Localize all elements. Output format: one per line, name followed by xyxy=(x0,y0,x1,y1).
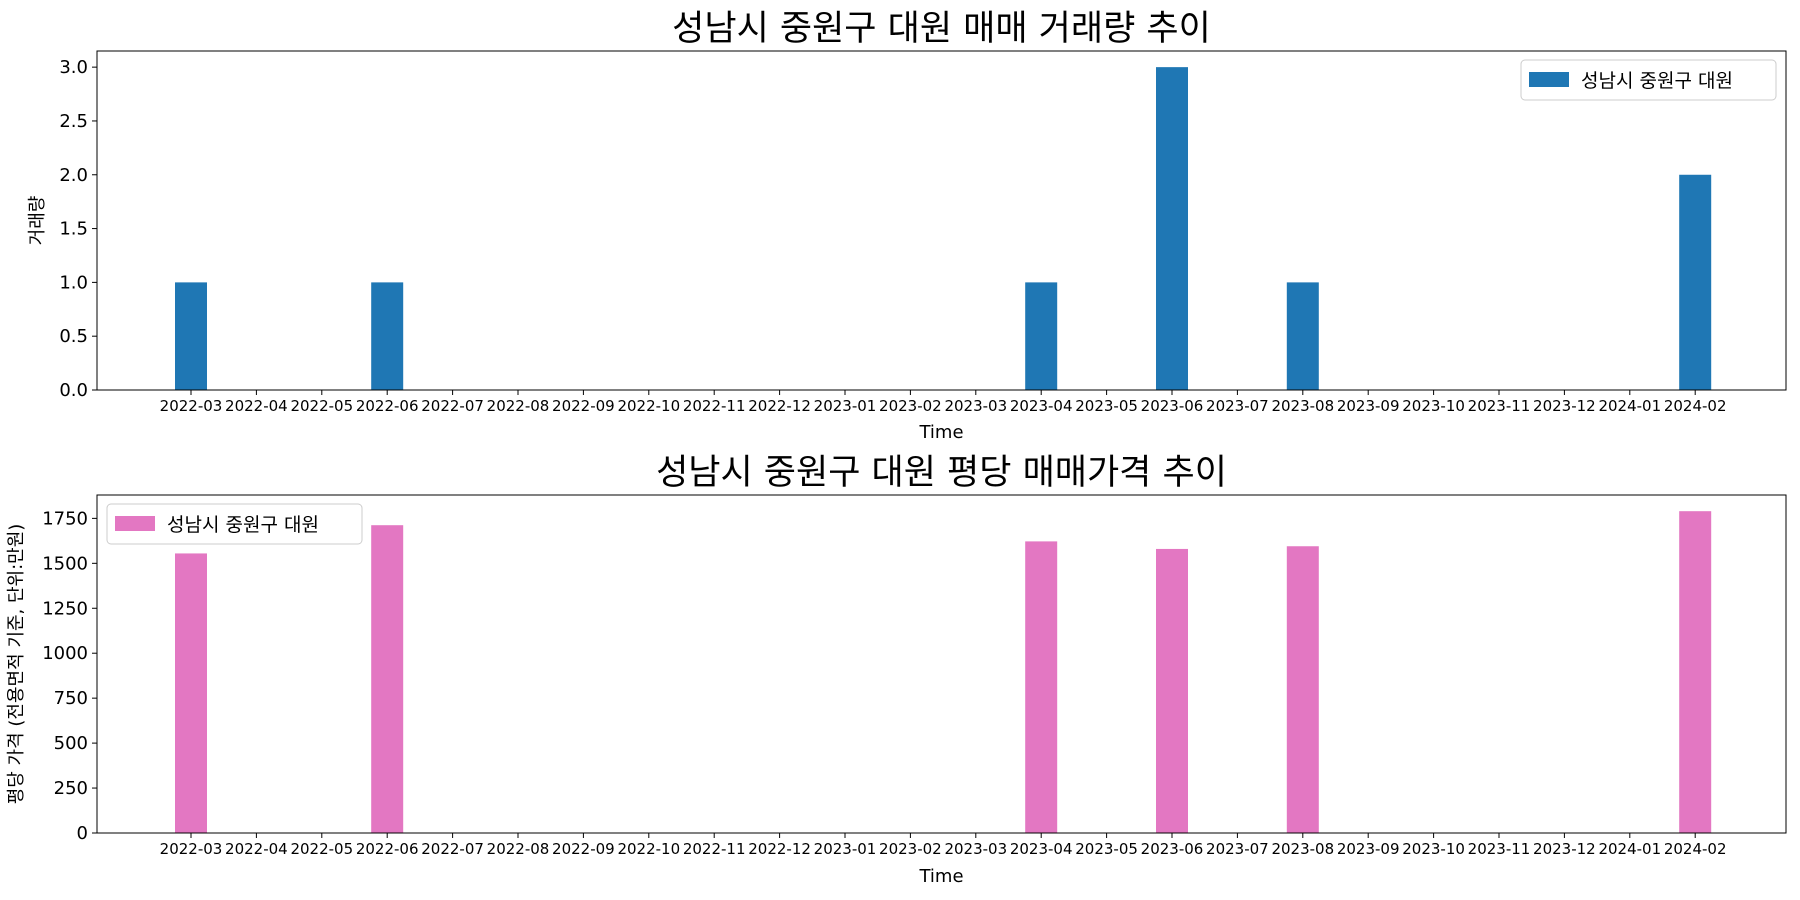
x-tick-label: 2023-07 xyxy=(1206,397,1269,415)
y-axis-label: 거래량 xyxy=(27,196,48,246)
bar-2023-08 xyxy=(1286,546,1319,833)
legend-swatch xyxy=(1529,72,1569,87)
x-tick-label: 2022-09 xyxy=(552,840,615,858)
x-tick-label: 2023-05 xyxy=(1075,840,1138,858)
y-tick-label: 1000 xyxy=(42,643,88,664)
x-tick-label: 2022-10 xyxy=(617,397,680,415)
bar-2023-04 xyxy=(1025,282,1058,390)
x-tick-label: 2024-02 xyxy=(1664,840,1727,858)
bar-2022-03 xyxy=(175,282,207,390)
x-tick-label: 2024-01 xyxy=(1598,840,1661,858)
x-tick-label: 2022-10 xyxy=(617,840,680,858)
chart-title: 성남시 중원구 대원 평당 매매가격 추이 xyxy=(656,453,1227,493)
y-tick-label: 1250 xyxy=(42,598,88,619)
y-tick-label: 500 xyxy=(54,733,88,754)
legend: 성남시 중원구 대원 xyxy=(1520,59,1777,101)
x-tick-label: 2023-08 xyxy=(1271,840,1334,858)
bar-2023-06 xyxy=(1156,548,1188,833)
x-tick-label: 2022-11 xyxy=(683,397,746,415)
x-tick-label: 2023-03 xyxy=(944,397,1007,415)
x-tick-label: 2023-03 xyxy=(944,840,1007,858)
y-tick-label: 1750 xyxy=(42,508,88,529)
y-tick-label: 0.0 xyxy=(59,380,88,401)
x-tick-label: 2022-07 xyxy=(421,840,484,858)
x-tick-label: 2022-03 xyxy=(160,840,223,858)
y-tick-label: 0.5 xyxy=(59,326,88,347)
legend-box xyxy=(1520,59,1777,101)
x-tick-label: 2023-09 xyxy=(1337,840,1400,858)
x-tick-label: 2022-08 xyxy=(487,397,550,415)
x-tick-label: 2023-02 xyxy=(879,840,942,858)
x-tick-label: 2022-12 xyxy=(748,840,811,858)
x-tick-label: 2023-06 xyxy=(1141,397,1204,415)
x-tick-label: 2022-06 xyxy=(356,397,419,415)
y-tick-label: 1.0 xyxy=(59,272,88,293)
plot-frame xyxy=(96,50,1787,391)
x-tick-label: 2022-05 xyxy=(290,397,353,415)
x-tick-label: 2022-03 xyxy=(160,397,223,415)
legend: 성남시 중원구 대원 xyxy=(106,503,363,545)
y-tick-label: 1.5 xyxy=(59,219,88,240)
x-tick-label: 2023-04 xyxy=(1010,840,1073,858)
x-tick-label: 2023-01 xyxy=(814,840,877,858)
y-tick-label: 0 xyxy=(77,823,88,844)
bar-2022-06 xyxy=(371,282,404,390)
x-tick-label: 2023-05 xyxy=(1075,397,1138,415)
x-tick-label: 2023-11 xyxy=(1468,840,1531,858)
x-axis-label: Time xyxy=(918,866,963,887)
x-tick-label: 2023-08 xyxy=(1271,397,1334,415)
x-tick-label: 2022-04 xyxy=(225,840,288,858)
x-tick-label: 2023-12 xyxy=(1533,840,1596,858)
bar-2023-08 xyxy=(1286,282,1319,390)
legend-label: 성남시 중원구 대원 xyxy=(1581,70,1733,92)
bar-2024-02 xyxy=(1679,511,1712,833)
y-tick-label: 750 xyxy=(54,688,88,709)
x-tick-label: 2023-10 xyxy=(1402,840,1465,858)
x-tick-label: 2022-12 xyxy=(748,397,811,415)
x-tick-label: 2023-01 xyxy=(814,397,877,415)
x-tick-label: 2022-08 xyxy=(487,840,550,858)
x-tick-label: 2023-06 xyxy=(1141,840,1204,858)
x-tick-label: 2022-06 xyxy=(356,840,419,858)
bar-2023-04 xyxy=(1025,541,1058,833)
y-tick-label: 3.0 xyxy=(59,57,88,78)
bar-2022-03 xyxy=(175,553,207,833)
plot-frame xyxy=(96,494,1787,834)
x-axis-label: Time xyxy=(918,422,963,443)
x-tick-label: 2022-07 xyxy=(421,397,484,415)
y-tick-label: 250 xyxy=(54,778,88,799)
chart-title: 성남시 중원구 대원 매매 거래량 추이 xyxy=(672,9,1211,49)
x-tick-label: 2022-11 xyxy=(683,840,746,858)
x-tick-label: 2023-09 xyxy=(1337,397,1400,415)
y-axis-label: 평당 가격 (전용면적 기준, 단위:만원) xyxy=(6,524,27,805)
bar-2023-06 xyxy=(1156,67,1188,391)
x-tick-label: 2024-02 xyxy=(1664,397,1727,415)
x-tick-label: 2023-02 xyxy=(879,397,942,415)
x-tick-label: 2022-05 xyxy=(290,840,353,858)
legend-label: 성남시 중원구 대원 xyxy=(167,514,319,536)
y-tick-label: 1500 xyxy=(42,553,88,574)
x-tick-label: 2023-12 xyxy=(1533,397,1596,415)
x-tick-label: 2023-11 xyxy=(1468,397,1531,415)
x-tick-label: 2023-10 xyxy=(1402,397,1465,415)
x-tick-label: 2023-07 xyxy=(1206,840,1269,858)
x-tick-label: 2023-04 xyxy=(1010,397,1073,415)
x-tick-label: 2022-09 xyxy=(552,397,615,415)
legend-swatch xyxy=(115,516,155,531)
x-tick-label: 2024-01 xyxy=(1598,397,1661,415)
bar-2024-02 xyxy=(1679,174,1712,390)
bar-2022-06 xyxy=(371,525,404,833)
x-tick-label: 2022-04 xyxy=(225,397,288,415)
legend-box xyxy=(106,503,363,545)
y-tick-label: 2.0 xyxy=(59,165,88,186)
y-tick-label: 2.5 xyxy=(59,111,88,132)
